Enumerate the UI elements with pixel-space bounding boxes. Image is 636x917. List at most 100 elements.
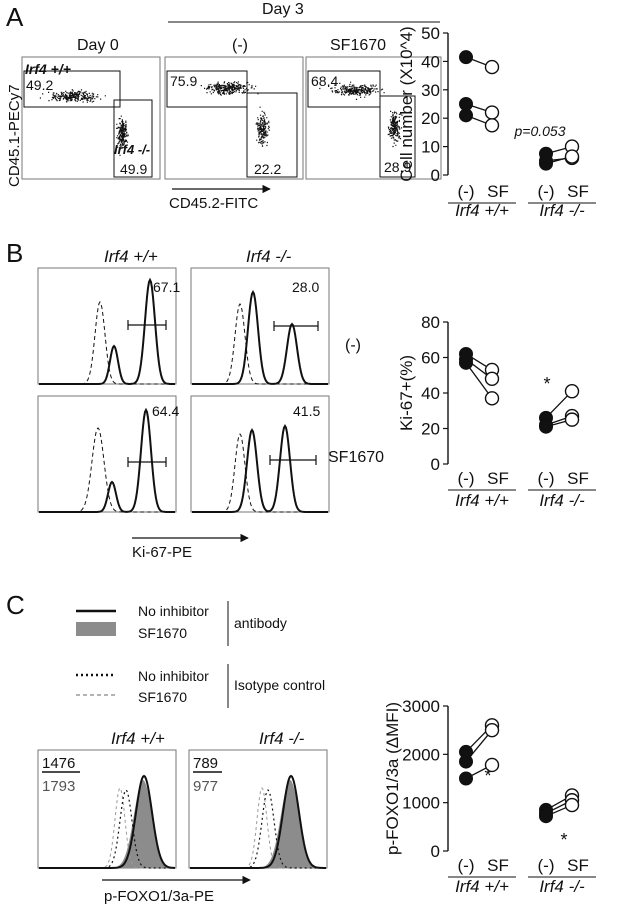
chart-y-axis-label: p-FOXO1/3a (ΔMFI) xyxy=(383,702,402,855)
chart-y-axis-label: Ki-67+(%) xyxy=(397,355,416,431)
chart-point-untreated xyxy=(459,50,473,65)
hist-value-ko-sf: 41.5 xyxy=(293,403,320,419)
facs-event-dots xyxy=(39,81,403,156)
ki67-curve xyxy=(192,289,328,385)
ki67-histograms: 67.1 28.0 64.4 41.5 xyxy=(37,267,330,513)
foxo-x-axis-label: p-FOXO1/3a-PE xyxy=(104,888,214,905)
chart-group-label: Irf4 +/+ xyxy=(455,491,509,510)
legend-filled-label: SF1670 xyxy=(138,625,187,641)
panel-b-letter: B xyxy=(6,238,23,268)
chart-point-sf1670 xyxy=(564,412,580,427)
legend-group-1: antibody xyxy=(234,615,287,631)
hist-row-sf: SF1670 xyxy=(328,449,384,466)
chart-point-untreated xyxy=(459,771,473,786)
chart-group-label: Irf4 -/- xyxy=(539,491,585,510)
gate-upper-sf xyxy=(307,70,381,108)
chart-point-untreated xyxy=(539,156,553,171)
antibody-curve xyxy=(39,774,175,869)
chart-point-sf1670 xyxy=(484,59,500,75)
isotype-sf-curve xyxy=(39,787,175,869)
chart-point-sf1670 xyxy=(484,105,500,120)
chart-group-label: Irf4 +/+ xyxy=(455,201,509,220)
chart-y-tick-label: 40 xyxy=(421,52,440,71)
chart-category-label: SF xyxy=(567,856,589,875)
chart-category-label: SF xyxy=(567,469,589,488)
facs-minus-lower: 22.2 xyxy=(254,161,281,177)
facs-day0-lower: 49.9 xyxy=(120,161,147,177)
chart-y-axis-label: Cell number (X10^4) xyxy=(397,26,416,181)
legend-dashed-label: SF1670 xyxy=(138,689,187,705)
foxo-wt-mfi-top: 1476 xyxy=(42,755,75,772)
foxo-wt-mfi-bottom: 1793 xyxy=(42,778,75,795)
chart-category-label: SF xyxy=(567,182,589,201)
chart-category-label: (-) xyxy=(458,469,475,488)
foxo-histogram-curves xyxy=(39,774,326,869)
chart-point-sf1670 xyxy=(564,149,580,164)
gate-lower-sf xyxy=(379,95,416,178)
chart-y-tick-label: 20 xyxy=(421,420,440,439)
chart-category-label: (-) xyxy=(458,856,475,875)
chart-group-label: Irf4 +/+ xyxy=(455,877,509,896)
chart-y-tick-label: 1000 xyxy=(402,794,440,813)
hist-value-ko-minus: 28.0 xyxy=(292,279,319,295)
chart-point-untreated xyxy=(459,355,473,370)
facs-y-axis-label: CD45.1-PECy7 xyxy=(6,84,23,187)
cond-minus-label: (-) xyxy=(232,37,248,54)
chart-point-untreated xyxy=(539,809,553,824)
legend-filled-swatch xyxy=(76,622,116,636)
facs-sf-lower: 28.9 xyxy=(384,159,411,175)
chart-c-star-wt: * xyxy=(484,766,491,786)
gate-ko-label: Irf4 -/- xyxy=(114,142,150,157)
hist-value-wt-minus: 67.1 xyxy=(153,279,180,295)
chart-y-tick-label: 30 xyxy=(421,81,440,100)
chart-pair-line xyxy=(465,362,493,399)
legend-solid-label: No inhibitor xyxy=(138,603,209,619)
facs-frame-sf xyxy=(305,56,442,180)
chart-group-label: Irf4 -/- xyxy=(539,877,585,896)
foxo-ko-mfi-bottom: 977 xyxy=(193,778,218,795)
hist-col-ko: Irf4 -/- xyxy=(246,247,292,266)
chart-y-tick-label: 20 xyxy=(421,109,440,128)
foxo-histograms: 1476 1793 789 977 xyxy=(37,749,328,869)
ki67-curve xyxy=(39,277,175,385)
legend-group-2: Isotype control xyxy=(234,677,325,693)
facs-dots xyxy=(39,81,403,156)
facs-frame-day0 xyxy=(21,56,161,180)
chart-b-star: * xyxy=(543,374,550,394)
gate-lower-day0 xyxy=(113,99,153,178)
chart-y-tick-label: 3000 xyxy=(402,697,440,716)
gate-wt-label: Irf4 +/+ xyxy=(25,61,71,77)
facs-day0-upper: 49.2 xyxy=(26,77,53,93)
panel-a-letter: A xyxy=(6,2,24,32)
chart-y-tick-label: 0 xyxy=(431,455,440,474)
gate-upper-day0 xyxy=(23,70,121,108)
chart-category-label: SF xyxy=(487,856,509,875)
chart-point-sf1670 xyxy=(484,391,500,406)
hist-row-minus: (-) xyxy=(345,337,361,354)
facs-plots: Irf4 +/+ 49.2 Irf4 -/- 49.9 75.9 22.2 68… xyxy=(21,56,442,180)
chart-c-star-ko: * xyxy=(560,830,567,850)
chart-category-label: (-) xyxy=(538,856,555,875)
panel-c-legend: No inhibitor SF1670 antibody No inhibito… xyxy=(76,601,325,708)
sf1670-filled-curve xyxy=(190,780,326,868)
chart-point-sf1670 xyxy=(484,118,500,133)
legend-dotted-label: No inhibitor xyxy=(138,668,209,684)
sf1670-filled-curve xyxy=(39,780,175,868)
chart-y-tick-label: 2000 xyxy=(402,745,440,764)
isotype-none-curve xyxy=(190,789,326,869)
hist-frame-wt-minus xyxy=(37,267,177,385)
isotype-curve xyxy=(192,433,328,513)
chart-category-label: SF xyxy=(487,469,509,488)
gate-upper-minus xyxy=(166,70,248,108)
hist-frame-wt-sf xyxy=(37,395,177,513)
chart-point-sf1670 xyxy=(564,797,580,813)
chart-point-untreated xyxy=(539,419,553,434)
gate-lower-minus xyxy=(246,92,298,178)
isotype-sf-curve xyxy=(190,787,326,869)
ki67-gate-bars xyxy=(127,320,319,467)
chart-point-untreated xyxy=(459,754,473,769)
chart-group-label: Irf4 -/- xyxy=(539,201,585,220)
chart-category-label: SF xyxy=(487,182,509,201)
ki67-curve xyxy=(39,407,175,513)
